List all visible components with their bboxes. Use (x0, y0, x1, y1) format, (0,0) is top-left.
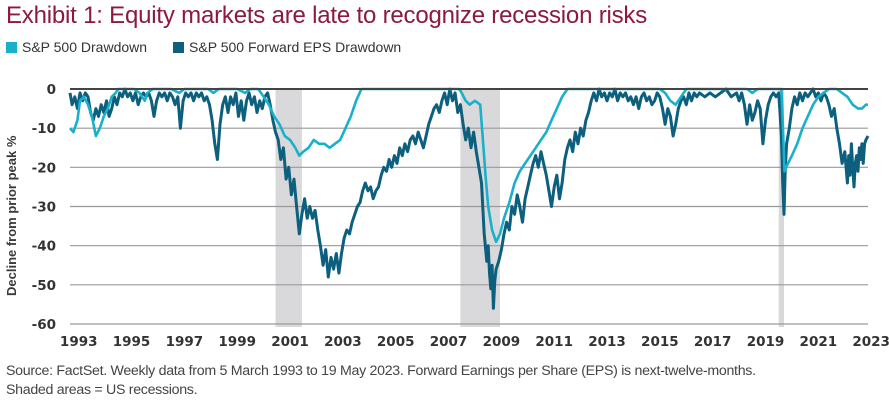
recession-note: Shaded areas = US recessions. (6, 382, 198, 398)
x-tick-label: 2007 (430, 334, 468, 350)
x-tick-label: 2011 (535, 334, 573, 350)
x-tick-label: 2003 (324, 334, 362, 350)
chart-legend: S&P 500 Drawdown S&P 500 Forward EPS Dra… (6, 39, 401, 55)
legend-label-eps-drawdown: S&P 500 Forward EPS Drawdown (189, 39, 402, 55)
x-tick-label: 2019 (747, 334, 785, 350)
x-tick-label: 2017 (694, 334, 732, 350)
series-lines (68, 87, 870, 310)
legend-item-eps-drawdown: S&P 500 Forward EPS Drawdown (173, 39, 401, 55)
source-note: Source: FactSet. Weekly data from 5 Marc… (6, 363, 756, 379)
y-tick-label: -10 (32, 121, 56, 137)
x-tick-label: 1993 (60, 334, 98, 350)
x-tick-label: 2023 (852, 334, 889, 350)
y-tick-label: -60 (32, 317, 56, 333)
x-tick-label: 2009 (483, 334, 521, 350)
legend-swatch-sp500-drawdown (6, 41, 17, 53)
x-tick-label: 1999 (218, 334, 256, 350)
x-tick-label: 2015 (641, 334, 679, 350)
x-tick-label: 2013 (588, 334, 626, 350)
chart-footer: Source: FactSet. Weekly data from 5 Marc… (6, 362, 756, 400)
x-tick-label: 2005 (377, 334, 415, 350)
y-tick-label: -20 (32, 160, 56, 176)
y-tick-label: -40 (32, 239, 56, 255)
eps-drawdown-line (68, 87, 870, 310)
chart-title: Exhibit 1: Equity markets are late to re… (6, 2, 648, 29)
recession-bands (275, 89, 784, 327)
y-tick-label: -50 (32, 278, 56, 294)
y-tick-labels: 0 -10 -20 -30 -40 -50 -60 (32, 82, 56, 333)
recession-band-3 (778, 89, 784, 327)
y-tick-label: -30 (32, 200, 56, 216)
legend-item-sp500-drawdown: S&P 500 Drawdown (6, 39, 147, 55)
x-tick-label: 1995 (113, 334, 151, 350)
x-tick-label: 2001 (271, 334, 309, 350)
sp500-drawdown-line (69, 87, 868, 244)
legend-swatch-eps-drawdown (173, 41, 185, 53)
x-tick-label: 1997 (166, 334, 204, 350)
x-tick-labels: 1993 1995 1997 1999 2001 2003 2005 2007 2009 2011… (60, 334, 889, 350)
legend-label-sp500-drawdown: S&P 500 Drawdown (22, 39, 148, 55)
x-tick-label: 2021 (800, 334, 838, 350)
y-tick-label: 0 (47, 82, 56, 98)
